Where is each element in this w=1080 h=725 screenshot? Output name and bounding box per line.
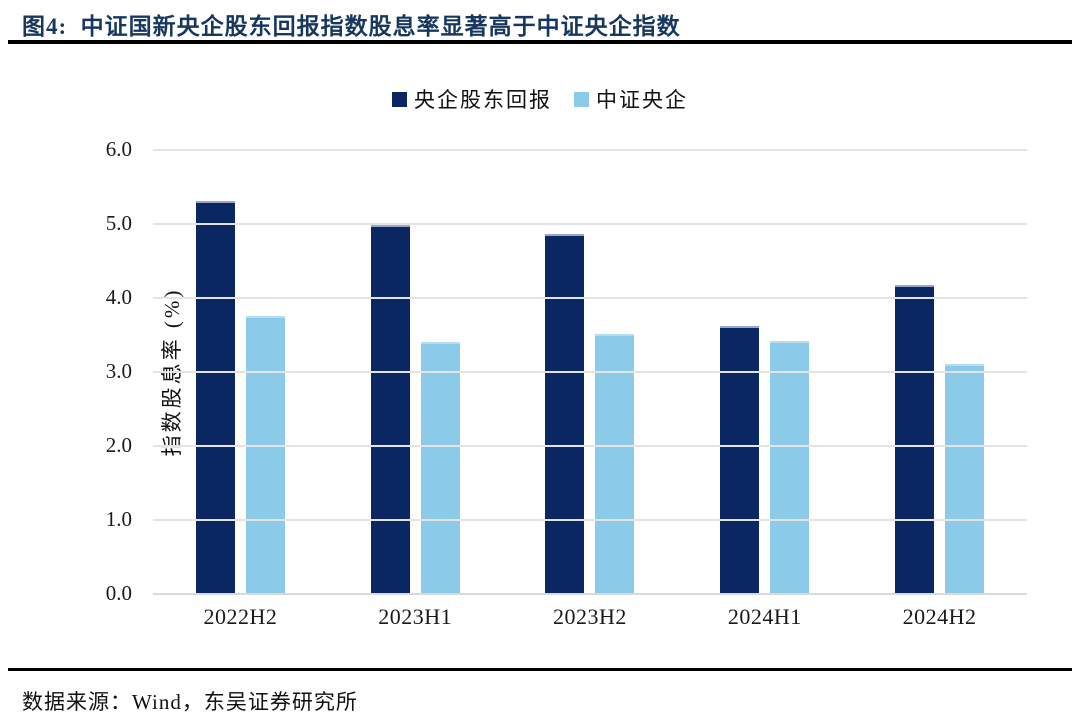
gridline [153, 371, 1027, 373]
x-tick-label: 2024H1 [727, 604, 802, 629]
bar-light-2023H2 [595, 334, 635, 594]
footer-divider-rule [8, 668, 1072, 671]
x-axis-labels: 2022H2 2023H1 2023H2 2024H1 2024H2 [153, 604, 1027, 630]
legend-swatch-icon [574, 91, 589, 107]
bar-group [503, 150, 678, 594]
y-tick-label: 5.0 [105, 210, 132, 235]
gridline [153, 222, 1027, 225]
gridline [153, 296, 1027, 299]
legend-label: 央企股东回报 [414, 88, 552, 112]
gridline [153, 519, 1027, 521]
y-tick-label: 0.0 [105, 581, 132, 605]
x-tick-label: 2023H1 [378, 604, 453, 629]
gridline [153, 444, 1027, 447]
x-axis-baseline [153, 593, 1027, 595]
x-tick-label: 2023H2 [553, 604, 627, 629]
y-tick-label: 3.0 [105, 359, 132, 383]
chart-title: 图4: 中证国新央企股东回报指数股息率显著高于中证央企指数 [22, 14, 681, 39]
legend-item: 中证央企 [574, 84, 688, 114]
data-source-text: 数据来源：Wind，东吴证券研究所 [22, 690, 358, 714]
bar-dark-2024H1 [720, 326, 760, 594]
bar-group [852, 150, 1027, 594]
bar-group [328, 150, 503, 594]
legend-item: 央企股东回报 [392, 84, 552, 114]
x-tick-label: 2022H2 [203, 604, 278, 629]
bar-dark-2023H1 [370, 224, 410, 594]
legend: 央企股东回报 中证央企 [0, 84, 1080, 114]
bar-light-2024H1 [770, 340, 810, 594]
plot-area: 指数股息率 (%) 0.0 1.0 2.0 3.0 4.0 5.0 6.0 [106, 137, 1027, 605]
legend-label: 中证央企 [596, 88, 688, 112]
x-tick-label: 2024H2 [902, 604, 977, 629]
bar-dark-2023H2 [545, 234, 585, 594]
bar-group [677, 150, 852, 594]
bar-light-2023H1 [420, 341, 460, 594]
bar-groups [153, 150, 1027, 594]
bar-dark-2024H2 [895, 285, 935, 594]
y-tick-label: 1.0 [105, 507, 132, 531]
y-tick-label: 2.0 [105, 432, 132, 457]
title-divider-rule [8, 40, 1072, 44]
bar-group [153, 150, 328, 594]
bar-light-2022H2 [245, 315, 285, 594]
y-tick-label: 4.0 [105, 284, 132, 309]
y-tick-label: 6.0 [105, 137, 132, 161]
gridline [153, 149, 1027, 151]
bar-light-2024H2 [945, 363, 985, 594]
legend-swatch-icon [392, 91, 407, 107]
bar-dark-2022H2 [195, 201, 235, 594]
